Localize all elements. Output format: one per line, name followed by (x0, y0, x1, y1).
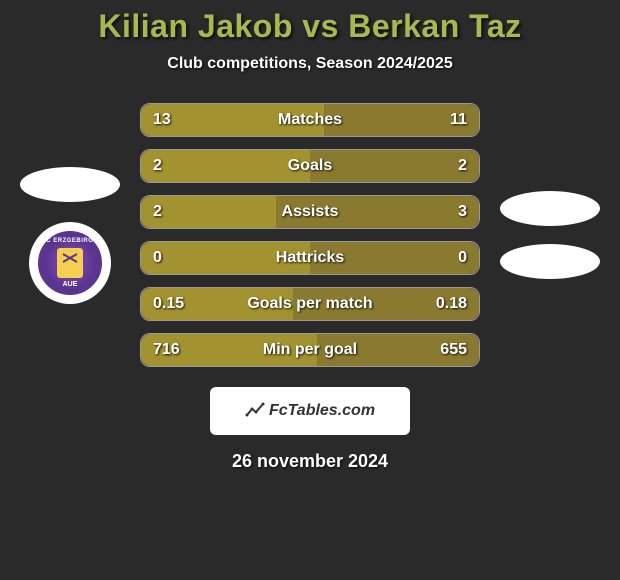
player-right-avatar (500, 191, 600, 226)
stat-value-left: 0.15 (153, 295, 184, 313)
comparison-card: Kilian Jakob vs Berkan Taz Club competit… (0, 0, 620, 472)
player-right-club-badge (500, 244, 600, 279)
stat-bar: 13 Matches 11 (140, 103, 480, 137)
player-left-club-badge: FC ERZGEBIRGE AUE (29, 222, 111, 304)
stat-value-right: 0.18 (436, 295, 467, 313)
stat-value-left: 0 (153, 249, 162, 267)
stat-bar: 0 Hattricks 0 (140, 241, 480, 275)
stat-label: Min per goal (263, 341, 357, 359)
footer-date: 26 november 2024 (0, 451, 620, 472)
stat-label: Goals (288, 157, 332, 175)
stat-label: Assists (282, 203, 339, 221)
stat-value-right: 0 (458, 249, 467, 267)
stat-value-right: 2 (458, 157, 467, 175)
badge-center-shield (57, 248, 83, 278)
stat-value-left: 716 (153, 341, 180, 359)
left-avatar-column: FC ERZGEBIRGE AUE (10, 167, 130, 304)
stat-value-right: 3 (458, 203, 467, 221)
badge-top-text: FC ERZGEBIRGE (42, 238, 98, 244)
stat-value-left: 2 (153, 157, 162, 175)
stat-fill-right (310, 150, 479, 182)
brand-badge[interactable]: FcTables.com (210, 387, 410, 435)
page-title: Kilian Jakob vs Berkan Taz (0, 8, 620, 45)
stat-label: Hattricks (276, 249, 344, 267)
stat-bar: 0.15 Goals per match 0.18 (140, 287, 480, 321)
stat-label: Matches (278, 111, 342, 129)
subtitle: Club competitions, Season 2024/2025 (0, 55, 620, 73)
stat-fill-left (141, 150, 310, 182)
stat-value-right: 655 (440, 341, 467, 359)
stat-bar: 716 Min per goal 655 (140, 333, 480, 367)
comparison-row: FC ERZGEBIRGE AUE 13 Matches 11 2 Goals 2 2 Ass… (0, 103, 620, 367)
stat-bar: 2 Goals 2 (140, 149, 480, 183)
stats-column: 13 Matches 11 2 Goals 2 2 Assists 3 0 Hattricks 0 0.… (140, 103, 480, 367)
stat-value-left: 13 (153, 111, 171, 129)
club-badge-inner: FC ERZGEBIRGE AUE (38, 231, 102, 295)
stat-label: Goals per match (247, 295, 372, 313)
hammers-icon (61, 252, 79, 264)
chart-icon (245, 401, 265, 421)
player-left-avatar (20, 167, 120, 202)
stat-value-right: 11 (450, 111, 467, 129)
brand-text: FcTables.com (269, 402, 375, 420)
badge-bottom-text: AUE (63, 281, 78, 288)
stat-bar: 2 Assists 3 (140, 195, 480, 229)
stat-value-left: 2 (153, 203, 162, 221)
right-avatar-column (490, 191, 610, 279)
